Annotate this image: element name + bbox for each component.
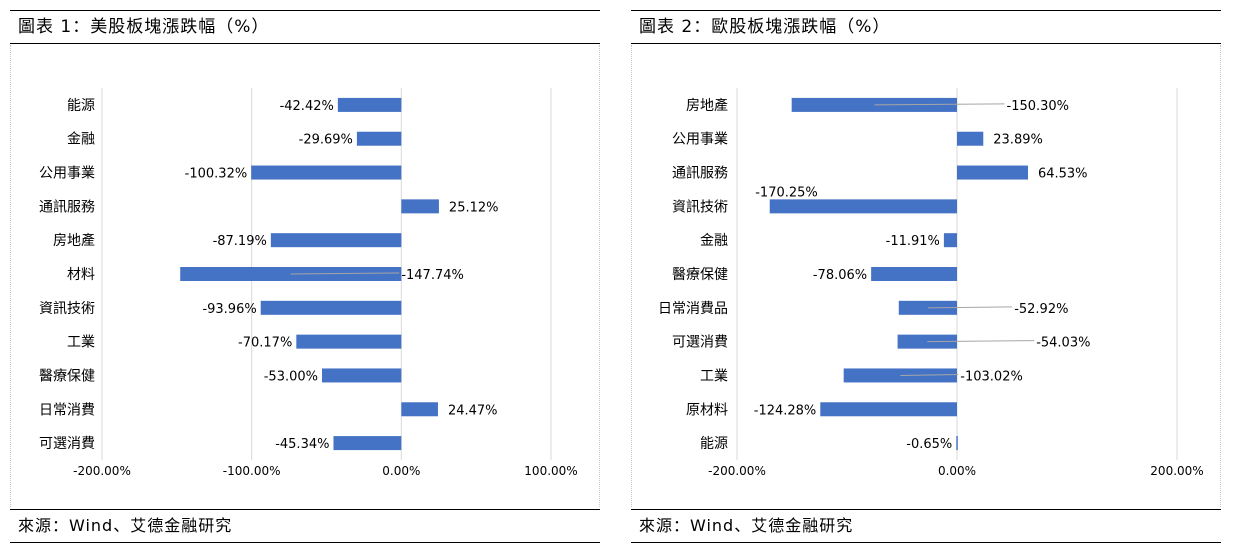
bar xyxy=(251,165,402,180)
data-label: -124.28% xyxy=(754,403,817,418)
category-label: 金融 xyxy=(700,233,728,249)
chart-title: 圖表 1：美股板塊漲跌幅（%） xyxy=(10,10,600,44)
bar xyxy=(337,97,402,112)
chart-panel-us: 圖表 1：美股板塊漲跌幅（%） -200.00% -100.00% 0.00% 100… xyxy=(10,10,600,545)
category-label: 日常消費 xyxy=(39,402,95,418)
chart-panel-eu: 圖表 2：歐股板塊漲跌幅（%） -200.00% 0.00% 200.00% 房地產 -… xyxy=(631,10,1221,545)
category-label: 工業 xyxy=(700,368,728,384)
bar xyxy=(943,233,957,248)
x-tick-label: -200.00% xyxy=(708,464,766,478)
data-label: -11.91% xyxy=(886,234,940,249)
bar xyxy=(820,402,957,417)
data-label: -100.32% xyxy=(185,167,248,182)
bar xyxy=(296,334,402,349)
category-label: 可選消費 xyxy=(672,335,728,351)
data-label: -70.17% xyxy=(238,336,292,351)
plot-area: -200.00% -100.00% 0.00% 100.00% 能源 -42.42% 金融 -… xyxy=(10,45,600,507)
x-tick-label: 100.00% xyxy=(524,464,577,478)
data-label: -0.65% xyxy=(906,437,952,452)
data-label: -52.92% xyxy=(1014,302,1068,317)
x-tick-label: 200.00% xyxy=(1150,464,1203,478)
bar-chart-eu: -200.00% 0.00% 200.00% 房地產 -150.30% 公用事業 23.89… xyxy=(658,88,1204,478)
data-label: 25.12% xyxy=(449,200,499,215)
category-label: 可選消費 xyxy=(39,436,95,452)
bar xyxy=(401,402,438,417)
bar xyxy=(333,436,402,451)
category-label: 公用事業 xyxy=(672,132,728,148)
bar xyxy=(957,165,1028,180)
data-label: -29.69% xyxy=(299,133,353,148)
category-label: 房地產 xyxy=(53,232,95,249)
data-label: -170.25% xyxy=(755,185,818,200)
bar xyxy=(898,300,957,315)
bar xyxy=(871,267,957,281)
data-label: -150.30% xyxy=(1007,99,1070,114)
data-label: -45.34% xyxy=(275,437,329,452)
data-label: -42.42% xyxy=(280,99,334,114)
bar xyxy=(356,131,402,146)
data-label: -147.74% xyxy=(401,268,464,283)
category-label: 房地產 xyxy=(686,97,728,114)
bar xyxy=(270,233,402,248)
category-label: 醫療保健 xyxy=(39,367,95,384)
category-label: 通訊服務 xyxy=(672,166,728,182)
bar xyxy=(260,300,402,315)
category-label: 通訊服務 xyxy=(39,199,95,215)
category-label: 原材料 xyxy=(686,402,728,418)
leader-line xyxy=(290,272,400,275)
category-label: 能源 xyxy=(700,436,728,452)
data-label: -53.00% xyxy=(264,369,318,384)
data-label: -78.06% xyxy=(813,268,867,283)
leader-line xyxy=(927,340,1035,343)
category-label: 金融 xyxy=(67,132,95,148)
category-label: 日常消費品 xyxy=(658,301,728,317)
chart-title: 圖表 2：歐股板塊漲跌幅（%） xyxy=(631,10,1221,44)
category-label: 資訊技術 xyxy=(672,199,728,215)
data-label: -87.19% xyxy=(213,234,267,249)
data-label: -103.02% xyxy=(960,369,1023,384)
x-tick-label: 0.00% xyxy=(382,464,420,478)
x-tick-label: 0.00% xyxy=(938,464,976,478)
bar xyxy=(401,199,439,214)
bar xyxy=(791,97,957,112)
bar xyxy=(957,131,984,146)
category-label: 能源 xyxy=(67,98,95,114)
data-label: 24.47% xyxy=(448,403,498,418)
x-tick-label: -200.00% xyxy=(73,464,131,478)
leader-line xyxy=(927,306,1013,309)
bar xyxy=(322,368,402,383)
x-tick-label: -100.00% xyxy=(223,464,281,478)
category-label: 醫療保健 xyxy=(672,266,728,283)
bar-chart-us: -200.00% -100.00% 0.00% 100.00% 能源 -42.42% 金融 -… xyxy=(39,88,578,478)
data-label: -54.03% xyxy=(1036,336,1090,351)
leader-line xyxy=(900,373,959,376)
category-label: 工業 xyxy=(67,335,95,351)
category-label: 資訊技術 xyxy=(39,301,95,317)
data-label: -93.96% xyxy=(202,302,256,317)
source-note: 來源：Wind、艾德金融研究 xyxy=(10,509,600,543)
source-note: 來源：Wind、艾德金融研究 xyxy=(631,509,1221,543)
data-label: 64.53% xyxy=(1038,167,1088,182)
category-label: 材料 xyxy=(67,267,95,283)
data-label: 23.89% xyxy=(993,133,1043,148)
leader-line xyxy=(874,103,1005,106)
plot-area: -200.00% 0.00% 200.00% 房地產 -150.30% 公用事業 23.89… xyxy=(631,45,1221,507)
bar xyxy=(956,436,958,451)
category-label: 公用事業 xyxy=(39,166,95,182)
bar xyxy=(769,199,957,214)
